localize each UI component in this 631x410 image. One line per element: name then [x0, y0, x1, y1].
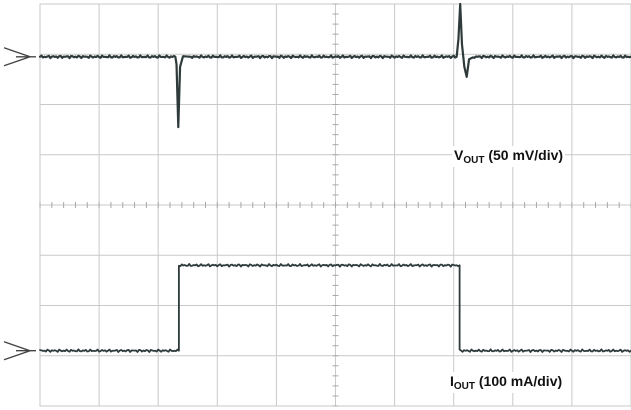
iout-trace [39, 263, 631, 353]
iout-label-sub: OUT [453, 381, 475, 392]
vout-label-scale: (50 mV/div) [484, 147, 564, 163]
waveform-traces [38, 2, 631, 353]
iout-channel-label: IOUT (100 mA/div) [448, 372, 565, 393]
vout-label-sub: OUT [463, 155, 485, 166]
vout-label-main: V [454, 147, 464, 163]
iout-label-scale: (100 mA/div) [475, 373, 563, 389]
vout-channel-label: VOUT (50 mV/div) [452, 146, 566, 167]
iout-label-main: I [450, 373, 454, 389]
oscilloscope-grid [39, 3, 631, 407]
vout-trace [38, 2, 631, 129]
channel-markers [3, 47, 36, 361]
